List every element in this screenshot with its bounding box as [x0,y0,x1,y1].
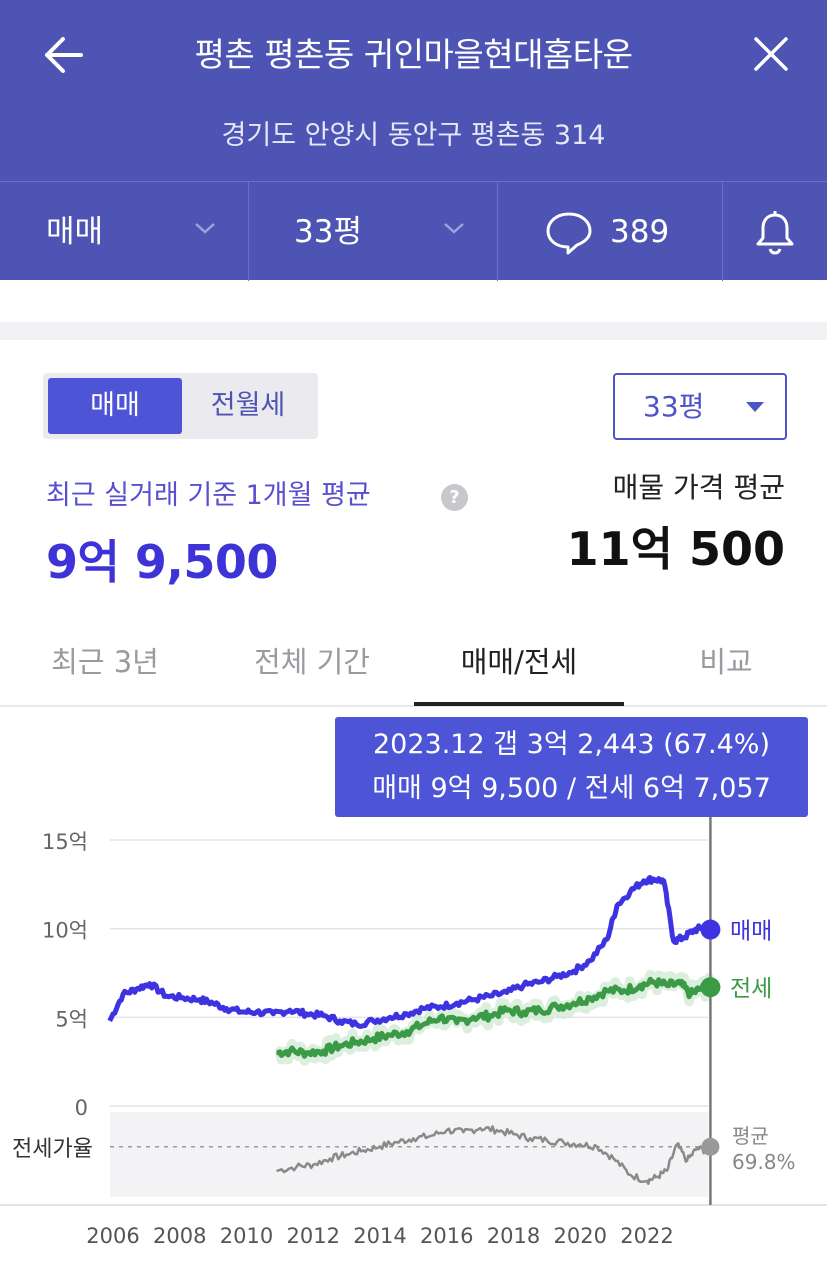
size-dropdown-label: 33평 [643,390,705,423]
ratio-average-value: 69.8% [732,1150,796,1174]
jeonse-end-label: 전세 [730,976,772,1002]
chart-tabs: 최근 3년 전체 기간 매매/전세 비교 [0,622,827,707]
section-divider [0,322,827,340]
close-icon [754,37,788,71]
close-button[interactable] [745,28,797,80]
speech-bubble-icon [546,212,592,255]
tab-recent-3y[interactable]: 최근 3년 [51,645,159,679]
ratio-label: 전세가율 [12,1137,93,1162]
x-tick-label: 2008 [153,1224,206,1248]
address-text: 경기도 안양시 동안구 평촌동 314 [221,120,606,151]
x-tick-label: 2016 [420,1224,473,1248]
chevron-down-icon [195,223,215,234]
chevron-down-icon [444,223,464,234]
y-tick-label: 15억 [42,830,88,854]
tab-sale-jeonse[interactable]: 매매/전세 [460,645,578,679]
chart-tooltip: 2023.12 갭 3억 2,443 (67.4%) 매매 9억 9,500 /… [335,717,808,817]
help-icon[interactable]: ? [441,484,468,511]
ratio-average-label: 평균 [732,1124,769,1148]
tab-all-period[interactable]: 전체 기간 [254,645,370,679]
ratio-end-point [701,1137,720,1156]
y-tick-label: 0 [75,1096,88,1120]
comment-count: 389 [610,214,670,250]
ratio-line [276,1125,712,1185]
y-tick-label: 10억 [42,919,88,943]
tooltip-gap-line: 2023.12 갭 3억 2,443 (67.4%) [373,729,770,760]
sale-end-point [700,919,721,940]
toolbar: 매매 33평 389 [0,181,827,281]
back-button[interactable] [38,30,88,80]
listing-average-value: 11억 500 [566,522,785,576]
segment-sale[interactable]: 매매 [48,378,182,434]
recent-average-label: 최근 실거래 기준 1개월 평균 [46,480,371,511]
x-tick-label: 2020 [554,1224,607,1248]
x-tick-label: 2018 [487,1224,540,1248]
sale-line [107,875,713,1029]
trade-type-dropdown[interactable]: 매매 [0,182,249,281]
tab-compare[interactable]: 비교 [699,645,753,679]
recent-average-value: 9억 9,500 [46,535,278,589]
x-tick-label: 2006 [86,1224,139,1248]
listing-average-label: 매물 가격 평균 [612,471,785,504]
tooltip-price-line: 매매 9억 9,500 / 전세 6억 7,057 [372,773,771,804]
sale-end-label: 매매 [730,919,772,945]
trade-type-label: 매매 [46,214,104,250]
page-title: 평촌 평촌동 귀인마을현대홈타운 [194,35,633,74]
jeonse-end-point [700,977,721,998]
x-tick-label: 2014 [353,1224,406,1248]
y-tick-label: 5억 [55,1007,88,1031]
segment-rent[interactable]: 전월세 [210,390,286,421]
price-chart-svg: 15억 10억 5억 0 전세가율 2006 2008 2010 2012 2014 2016 201… [0,817,827,1248]
x-tick-label: 2012 [287,1224,340,1248]
comments-button[interactable]: 389 [498,182,723,281]
app-header: 평촌 평촌동 귀인마을현대홈타운 경기도 안양시 동안구 평촌동 314 매매 … [0,0,827,281]
caret-down-icon [746,402,764,412]
arrow-left-icon [45,37,83,73]
size-dropdown-top[interactable]: 33평 [249,182,498,281]
ratio-panel [110,1112,708,1197]
trade-segment-control: 매매 전월세 [43,373,318,439]
size-dropdown[interactable]: 33평 [613,373,787,440]
bell-icon [756,211,794,255]
active-tab-underline [414,702,624,706]
x-tick-label: 2022 [620,1224,673,1248]
price-chart[interactable]: 15억 10억 5억 0 전세가율 2006 2008 2010 2012 2014 2016 201… [0,817,827,1270]
jeonse-line [275,976,713,1059]
alarm-button[interactable] [723,182,827,281]
x-tick-label: 2010 [220,1224,273,1248]
size-label: 33평 [294,214,362,250]
